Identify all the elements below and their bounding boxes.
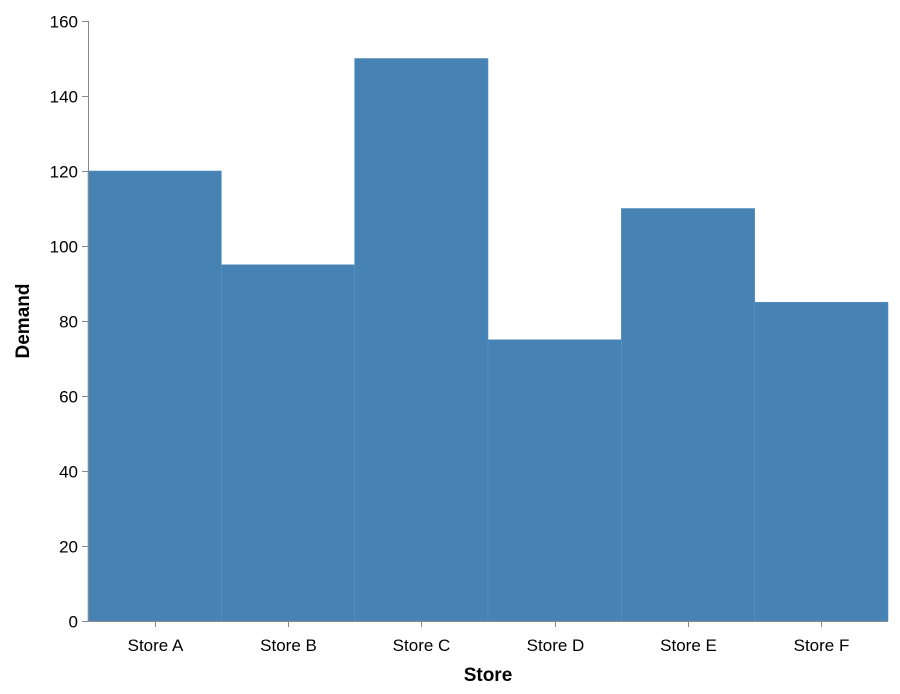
bar-store-b — [221, 264, 355, 622]
y-tick-label: 100 — [50, 238, 78, 257]
y-axis-title: Demand — [13, 284, 34, 359]
y-tick-label: 80 — [59, 313, 78, 332]
x-tick-label: Store C — [393, 636, 451, 655]
y-tick-label: 120 — [50, 163, 78, 182]
x-ticks: Store A Store B Store C Store D Store E Store… — [128, 621, 850, 655]
x-axis: Store A Store B Store C Store D Store E Store… — [88, 621, 888, 655]
x-tick-label: Store B — [260, 636, 317, 655]
y-axis: 0 20 40 60 80 100 120 140 160 — [50, 13, 89, 632]
y-tick-label: 160 — [50, 13, 78, 32]
x-tick-label: Store E — [660, 636, 717, 655]
y-tick-label: 20 — [59, 538, 78, 557]
y-tick-label: 60 — [59, 388, 78, 407]
y-tick-label: 0 — [69, 613, 78, 632]
x-axis-title: Store — [464, 665, 513, 686]
x-tick-label: Store A — [128, 636, 184, 655]
bar-store-f — [754, 301, 889, 622]
bar-store-c — [354, 58, 489, 622]
y-ticks: 0 20 40 60 80 100 120 140 160 — [50, 13, 88, 632]
x-tick-label: Store F — [794, 636, 850, 655]
bar-store-d — [487, 339, 622, 622]
bar-store-a — [87, 170, 222, 622]
bars-group — [87, 58, 889, 622]
x-tick-label: Store D — [527, 636, 585, 655]
y-tick-label: 40 — [59, 463, 78, 482]
bar-store-e — [621, 208, 755, 622]
y-tick-label: 140 — [50, 88, 78, 107]
